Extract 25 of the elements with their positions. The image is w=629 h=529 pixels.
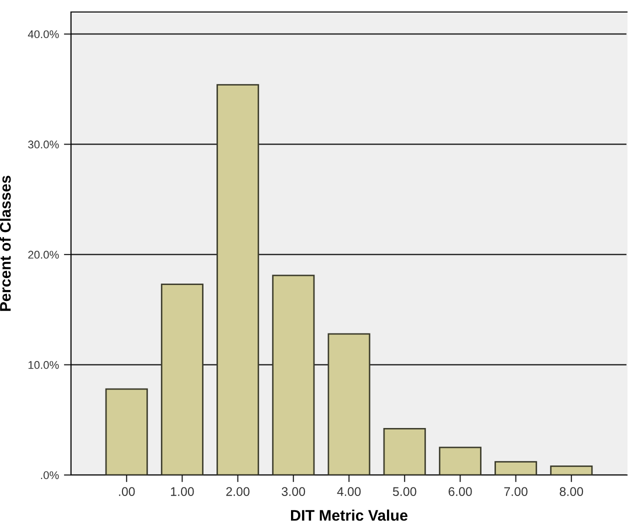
bar	[272, 274, 315, 475]
x-tick-label: 4.00	[337, 487, 361, 496]
x-tick-label: 5.00	[392, 487, 416, 496]
x-tick-label: 8.00	[560, 487, 584, 496]
bar	[216, 84, 260, 475]
y-axis-title: Percent of Classes	[0, 176, 11, 311]
x-tick-label: .00	[119, 487, 135, 496]
bar	[160, 284, 204, 475]
x-tick-label: 3.00	[282, 487, 306, 496]
bar	[550, 465, 593, 475]
bar	[438, 446, 482, 475]
bar	[328, 333, 370, 475]
x-tick-label: 6.00	[448, 487, 472, 496]
y-tick-label: 40.0%	[28, 30, 59, 38]
y-tick-label: .0%	[41, 471, 59, 480]
x-axis-title: DIT Metric Value	[291, 510, 408, 521]
y-tick-label: 10.0%	[28, 361, 59, 369]
bar	[494, 461, 538, 475]
y-tick-label: 30.0%	[28, 140, 59, 148]
x-tick-label: 7.00	[504, 487, 528, 496]
x-tick-label: 2.00	[226, 487, 250, 496]
bar	[105, 388, 148, 475]
x-tick-label: 1.00	[170, 487, 194, 496]
bar	[383, 428, 426, 475]
y-tick-label: 20.0%	[28, 250, 59, 259]
